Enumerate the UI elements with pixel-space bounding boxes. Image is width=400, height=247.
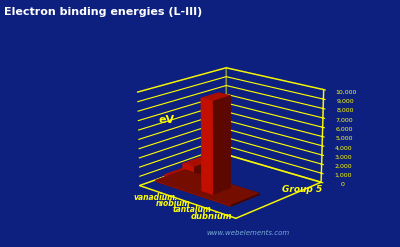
Text: www.webelements.com: www.webelements.com: [206, 230, 290, 236]
Text: Electron binding energies (L-III): Electron binding energies (L-III): [4, 7, 202, 17]
